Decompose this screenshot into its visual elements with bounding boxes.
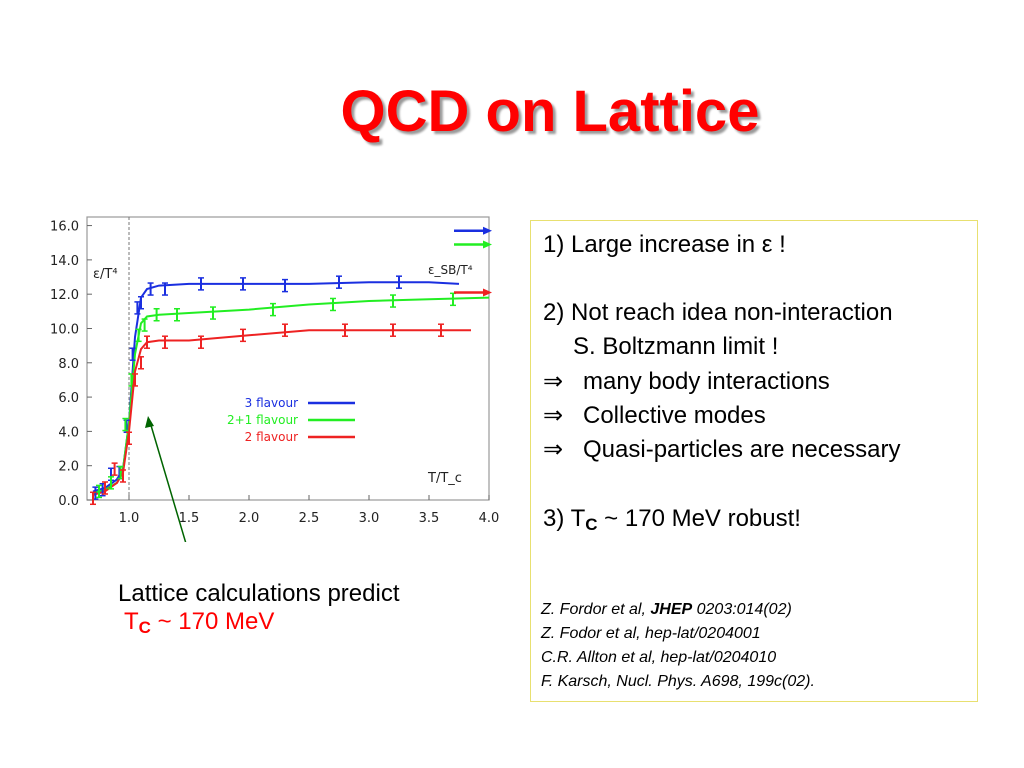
y-tick-label: 12.0 <box>50 288 79 303</box>
y-tick-label: 0.0 <box>58 494 79 509</box>
note-bullet-2: ⇒ Collective modes <box>543 401 766 430</box>
caption-tc-sub: C <box>138 618 151 637</box>
sb-arrow-head <box>483 240 492 249</box>
y-tick-label: 4.0 <box>58 425 79 440</box>
caption-tc-prefix: T <box>124 608 139 635</box>
y-tick-label: 2.0 <box>58 460 79 475</box>
note-bullet-1: ⇒ many body interactions <box>543 367 830 396</box>
reference-item: C.R. Allton et al, hep-lat/0204010 <box>541 649 776 667</box>
y-tick-label: 10.0 <box>50 322 79 337</box>
x-tick-label: 1.0 <box>119 511 140 526</box>
reference-item: Z. Fordor et al, JHEP 0203:014(02) <box>541 601 792 619</box>
note-bullet-1-text: many body interactions <box>583 368 830 395</box>
series-line-0 <box>92 281 460 493</box>
series-curves <box>92 281 490 496</box>
reference-text: C.R. Allton et al, hep-lat/0204010 <box>541 649 777 666</box>
slide-title: QCD on Lattice <box>340 79 760 144</box>
reference-text: Z. Fodor et al, hep-lat/0204001 <box>541 625 761 642</box>
note-item-1: 1) Large increase in ε ! <box>543 231 786 258</box>
plot-frame <box>86 216 490 501</box>
sb-arrow-head <box>483 288 492 297</box>
y-tick-label: 16.0 <box>50 220 79 235</box>
reference-text: Z. Fordor et al, <box>541 601 651 618</box>
note-item-3-suffix: ~ 170 MeV robust! <box>597 505 801 532</box>
lattice-energy-density-chart: 0.0 2.0 4.0 6.0 8.0 10.0 12.0 14.0 16.0 1.0 1.5 2.… <box>50 216 500 542</box>
notes-box: 1) Large increase in ε ! 2) Not reach id… <box>530 220 978 702</box>
legend-label: 2+1 flavour <box>227 413 298 427</box>
x-tick-label: 1.5 <box>179 511 200 526</box>
stefan-boltzmann-arrows <box>454 226 492 297</box>
caption-line1: Lattice calculations predict <box>118 580 400 607</box>
reference-text: F. Karsch, Nucl. Phys. A698, 199c(02). <box>541 673 815 690</box>
implies-icon: ⇒ <box>543 368 564 395</box>
x-tick-label: 2.0 <box>239 511 260 526</box>
x-axis-label: T/T_c <box>427 471 462 486</box>
note-item-3-prefix: 3) T <box>543 505 586 532</box>
note-item-2-line1: 2) Not reach idea non-interaction <box>543 299 893 326</box>
legend-label: 2 flavour <box>245 430 298 444</box>
pointer-arrow-head <box>145 416 154 428</box>
legend-label: 3 flavour <box>245 396 298 410</box>
note-item-3: 3) TC ~ 170 MeV robust! <box>543 505 801 535</box>
sb-arrow-head <box>483 226 492 235</box>
note-item-3-sub: C <box>585 515 598 534</box>
caption-tc-suffix: ~ 170 MeV <box>150 608 275 635</box>
reference-citation: 0203:014(02) <box>692 601 792 618</box>
series-points <box>90 275 456 506</box>
sb-label: ε_SB/T⁴ <box>428 263 473 277</box>
reference-item: Z. Fodor et al, hep-lat/0204001 <box>541 625 761 643</box>
pointer-arrow-line <box>149 421 187 542</box>
y-tick-label: 8.0 <box>58 357 79 372</box>
x-tick-label: 3.5 <box>419 511 440 526</box>
x-tick-label: 2.5 <box>299 511 320 526</box>
chart-legend: 3 flavour 2+1 flavour 2 flavour <box>227 396 355 444</box>
note-bullet-2-text: Collective modes <box>583 402 766 429</box>
note-bullet-3: ⇒ Quasi-particles are necessary <box>543 435 900 464</box>
y-tick-label: 6.0 <box>58 391 79 406</box>
x-tick-label: 4.0 <box>479 511 500 526</box>
reference-journal: JHEP <box>650 601 693 618</box>
y-axis-ticks: 0.0 2.0 4.0 6.0 8.0 10.0 12.0 14.0 16.0 <box>50 220 92 509</box>
reference-item: F. Karsch, Nucl. Phys. A698, 199c(02). <box>541 673 815 691</box>
y-axis-label: ε/T⁴ <box>93 267 118 282</box>
x-tick-label: 3.0 <box>359 511 380 526</box>
caption-tc: TC ~ 170 MeV <box>124 608 399 638</box>
note-bullet-3-text: Quasi-particles are necessary <box>583 436 901 463</box>
implies-icon: ⇒ <box>543 436 564 463</box>
x-axis-ticks: 1.0 1.5 2.0 2.5 3.0 3.5 4.0 <box>119 495 500 526</box>
y-tick-label: 14.0 <box>50 254 79 269</box>
chart-caption: Lattice calculations predict TC ~ 170 Me… <box>118 580 399 638</box>
note-item-2-line2: S. Boltzmann limit ! <box>573 333 779 360</box>
implies-icon: ⇒ <box>543 402 564 429</box>
